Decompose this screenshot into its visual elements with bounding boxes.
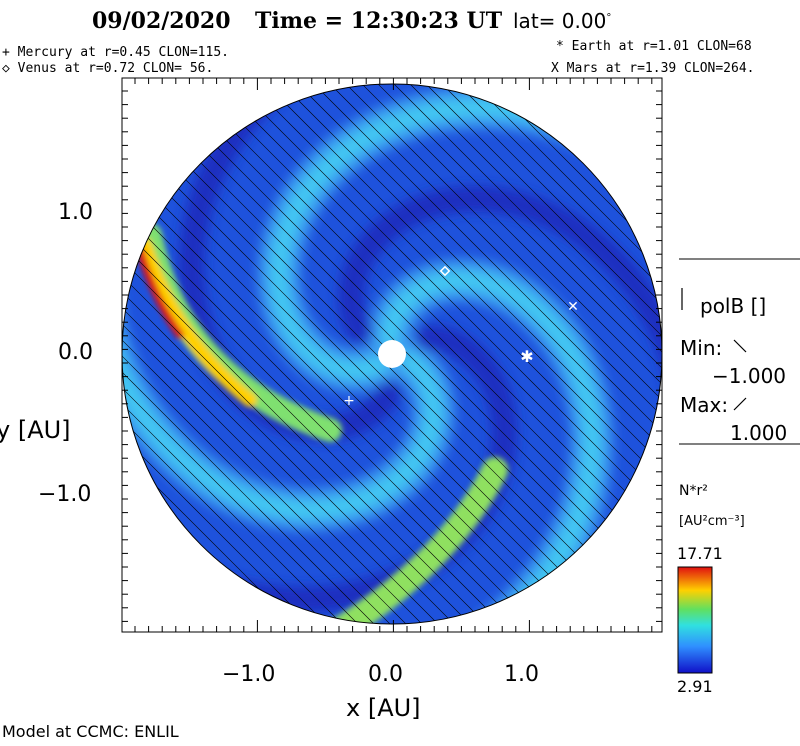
hatch-line	[363, 84, 662, 624]
hatch-line	[267, 84, 662, 624]
hatch-line	[331, 84, 662, 624]
hatch-line	[283, 84, 662, 624]
dense-arc-mid	[138, 238, 257, 407]
mars-marker: ✕	[567, 299, 579, 315]
mercury-legend: + Mercury at r=0.45 CLON=115.	[2, 45, 229, 60]
x-axis-label: x [AU]	[346, 694, 421, 722]
density-disk	[122, 84, 662, 624]
mercury-marker: +	[343, 393, 355, 409]
earth-legend: * Earth at r=1.01 CLON=68	[556, 39, 752, 54]
xtick-label: 0.0	[368, 662, 403, 687]
colorbar-title: N*r²	[679, 483, 708, 499]
venus-legend: ◇ Venus at r=0.72 CLON= 56.	[2, 61, 214, 76]
hatch-line	[379, 84, 662, 624]
header-time: Time = 12:30:23 UT	[255, 8, 503, 34]
disk-outline	[121, 83, 663, 625]
hatch-line	[122, 84, 501, 624]
max-value: 1.000	[730, 421, 788, 445]
min-hatch-glyph	[733, 339, 747, 353]
hatch-line	[203, 84, 662, 624]
polarity-title: polB []	[700, 294, 767, 318]
hatch-line	[122, 84, 341, 624]
hatch-line	[122, 84, 565, 624]
hatch-line	[347, 84, 662, 624]
sun-hole	[378, 340, 406, 368]
colorbar	[677, 566, 713, 674]
ytick-label: 1.0	[58, 200, 93, 225]
colorbar-min: 2.91	[677, 677, 713, 696]
colorbar-max: 17.71	[677, 544, 723, 563]
hatch-line	[122, 84, 325, 624]
hatch-line	[219, 84, 662, 624]
hatch-line	[235, 84, 662, 624]
hatch-line	[122, 84, 469, 624]
mars-legend: X Mars at r=1.39 CLON=264.	[551, 61, 755, 76]
header-date: 09/02/2020	[92, 8, 231, 34]
hatch-line	[122, 84, 613, 624]
hatch-line	[171, 84, 662, 624]
hatch-line	[651, 84, 662, 624]
axis-ticks	[122, 78, 662, 632]
xtick-label: 1.0	[504, 662, 539, 687]
hatch-line	[122, 84, 581, 624]
hatch-line	[122, 84, 405, 624]
max-hatch-glyph	[733, 397, 747, 411]
ytick-label: 0.0	[58, 340, 93, 365]
header-latitude: lat= 0.00°	[513, 9, 612, 33]
hatch-line	[122, 84, 389, 624]
hatch-line	[395, 84, 662, 624]
hatch-line	[122, 84, 533, 624]
hatch-line	[122, 84, 437, 624]
venus-marker	[439, 265, 451, 277]
earth-marker: ✱	[520, 347, 533, 366]
hatch-line	[122, 84, 421, 624]
hatch-line	[427, 84, 662, 624]
max-label: Max:	[680, 393, 729, 417]
spiral-arm-core	[122, 283, 443, 519]
ytick-label: −1.0	[38, 482, 92, 507]
min-label: Min:	[680, 336, 723, 360]
hatch-line	[187, 84, 662, 624]
spiral-trough	[337, 185, 662, 434]
hatch-line	[122, 84, 549, 624]
hatch-line	[315, 84, 662, 624]
hatch-line	[122, 84, 597, 624]
hatch-line	[122, 84, 357, 624]
hatch-line	[122, 84, 453, 624]
hatch-line	[251, 84, 662, 624]
model-credit: Model at CCMC: ENLIL	[2, 722, 179, 741]
y-axis-label: y [AU]	[0, 416, 71, 444]
dense-arc-core	[136, 246, 184, 339]
min-value: −1.000	[712, 364, 787, 388]
xtick-label: −1.0	[222, 662, 276, 687]
hatch-line	[411, 84, 662, 624]
hatch-line	[122, 84, 485, 624]
colorbar-unit: [AU²cm⁻³]	[679, 514, 745, 529]
hatch-line	[443, 84, 662, 624]
hatch-line	[299, 84, 662, 624]
hatch-line	[122, 84, 517, 624]
hatch-line	[122, 84, 373, 624]
hatch-line	[459, 84, 662, 624]
dense-arc-south	[327, 457, 508, 624]
